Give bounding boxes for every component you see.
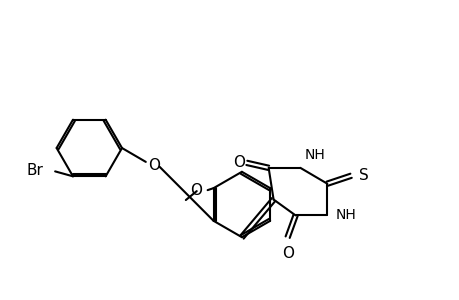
Text: S: S [358, 168, 368, 183]
Text: Br: Br [26, 163, 43, 178]
Text: O: O [281, 246, 293, 261]
Text: NH: NH [304, 148, 325, 162]
Text: O: O [189, 183, 201, 198]
Text: O: O [232, 155, 244, 170]
Text: NH: NH [335, 208, 355, 222]
Text: O: O [147, 158, 159, 173]
